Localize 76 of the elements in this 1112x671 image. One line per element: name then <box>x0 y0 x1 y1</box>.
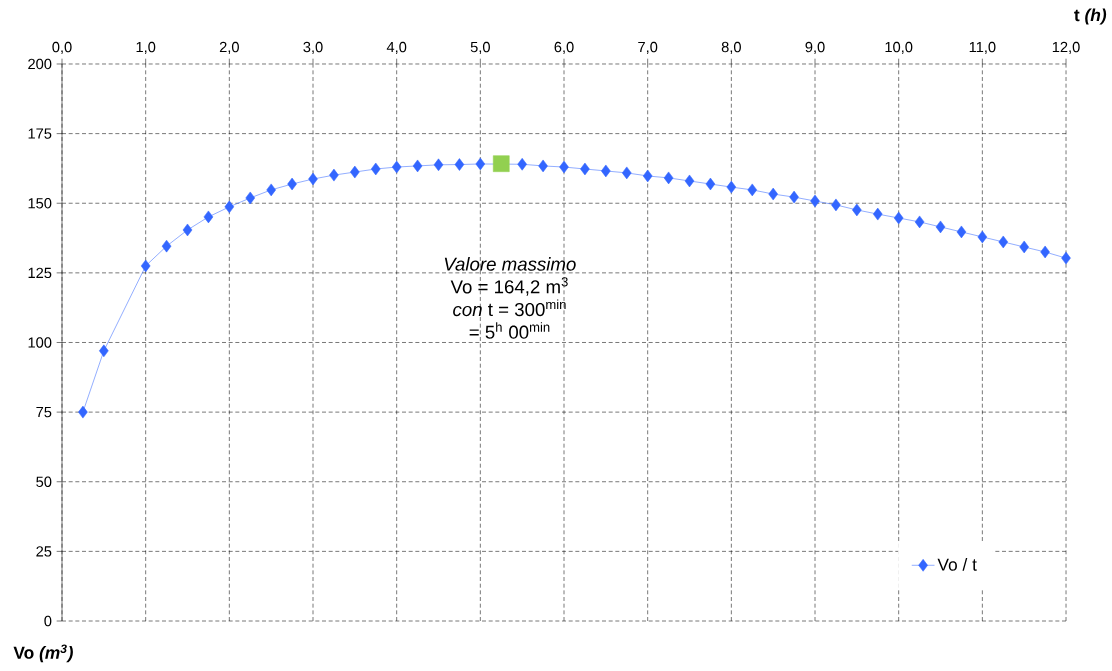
point <box>412 159 423 173</box>
point <box>308 172 318 186</box>
point <box>492 155 510 172</box>
point <box>538 159 548 173</box>
point <box>726 180 737 194</box>
point <box>224 200 235 214</box>
point <box>517 157 527 171</box>
point <box>663 171 674 185</box>
x-tick-label: 6,0 <box>554 41 574 54</box>
x-tick-label: 3,0 <box>303 41 323 54</box>
point <box>245 191 256 205</box>
point <box>768 187 778 201</box>
point <box>621 166 632 180</box>
point <box>99 344 109 358</box>
point <box>998 235 1009 249</box>
y-tick-label: 50 <box>36 476 52 487</box>
point <box>935 220 946 234</box>
point <box>872 207 883 221</box>
point <box>893 211 904 225</box>
x-axis-title: t (h) <box>1074 8 1107 25</box>
annotation: con t = 300$^{min}$ <box>453 299 566 317</box>
point <box>642 169 653 183</box>
x-tick-label: 0,0 <box>52 41 72 54</box>
x-tick-label: 7,0 <box>638 41 658 54</box>
y-tick-label: 175 <box>28 128 52 139</box>
point <box>182 223 193 237</box>
point <box>1019 240 1029 254</box>
point <box>705 177 716 191</box>
point <box>684 174 695 188</box>
point <box>580 162 590 176</box>
x-tick-label: 5,0 <box>470 41 490 54</box>
x-tick-label: 10,0 <box>885 41 913 54</box>
x-tick-label: 8,0 <box>721 41 741 54</box>
point <box>433 158 444 172</box>
annotation: = 5$^{h}$ 00$^{min}$ <box>469 322 550 339</box>
y-tick-label: 150 <box>28 198 52 209</box>
y-tick-label: 75 <box>36 407 52 418</box>
y-tick-label: 100 <box>28 337 52 348</box>
annotation: Valore massimo <box>444 257 576 271</box>
point <box>370 162 381 176</box>
point <box>601 164 611 178</box>
point <box>161 239 172 253</box>
point <box>350 165 360 179</box>
point <box>140 259 151 273</box>
y-tick-label: 125 <box>28 267 52 279</box>
legend-label: Vo / t <box>937 558 977 571</box>
point <box>977 230 988 244</box>
point <box>266 183 276 197</box>
x-tick-label: 12,0 <box>1052 41 1080 54</box>
y-tick-label: 200 <box>28 58 52 70</box>
annotation: Vo = 164,2 m$^{3}$ <box>450 277 568 296</box>
point <box>789 190 799 204</box>
point <box>1040 245 1050 259</box>
point <box>852 203 862 217</box>
point <box>203 210 214 224</box>
y-tick-label: 0 <box>44 615 52 627</box>
x-tick-label: 9,0 <box>805 41 825 54</box>
point <box>475 157 486 171</box>
point <box>391 160 402 174</box>
x-tick-label: 1,0 <box>136 41 156 54</box>
point <box>810 194 820 208</box>
y-tick-label: 25 <box>36 546 52 557</box>
x-tick-label: 4,0 <box>386 41 407 54</box>
point <box>956 225 967 239</box>
point <box>914 215 925 229</box>
x-tick-label: 2,0 <box>219 41 239 54</box>
point <box>454 158 465 171</box>
text: Vo (m$^{3}$) <box>13 644 73 663</box>
point <box>78 405 88 419</box>
x-tick-label: 11,0 <box>969 41 996 54</box>
point <box>747 183 758 197</box>
point <box>1061 251 1071 265</box>
point <box>559 160 569 174</box>
point <box>831 198 841 212</box>
point <box>287 177 297 191</box>
point <box>329 168 339 182</box>
